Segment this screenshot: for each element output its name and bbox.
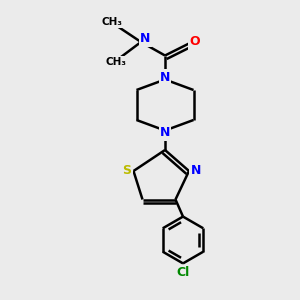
- Text: N: N: [140, 32, 151, 46]
- Text: O: O: [189, 35, 200, 49]
- Text: CH₃: CH₃: [105, 57, 126, 67]
- Text: N: N: [160, 126, 170, 140]
- Text: N: N: [190, 164, 201, 177]
- Text: CH₃: CH₃: [102, 17, 123, 27]
- Text: Cl: Cl: [176, 266, 190, 279]
- Text: S: S: [122, 164, 131, 177]
- Text: N: N: [160, 70, 170, 84]
